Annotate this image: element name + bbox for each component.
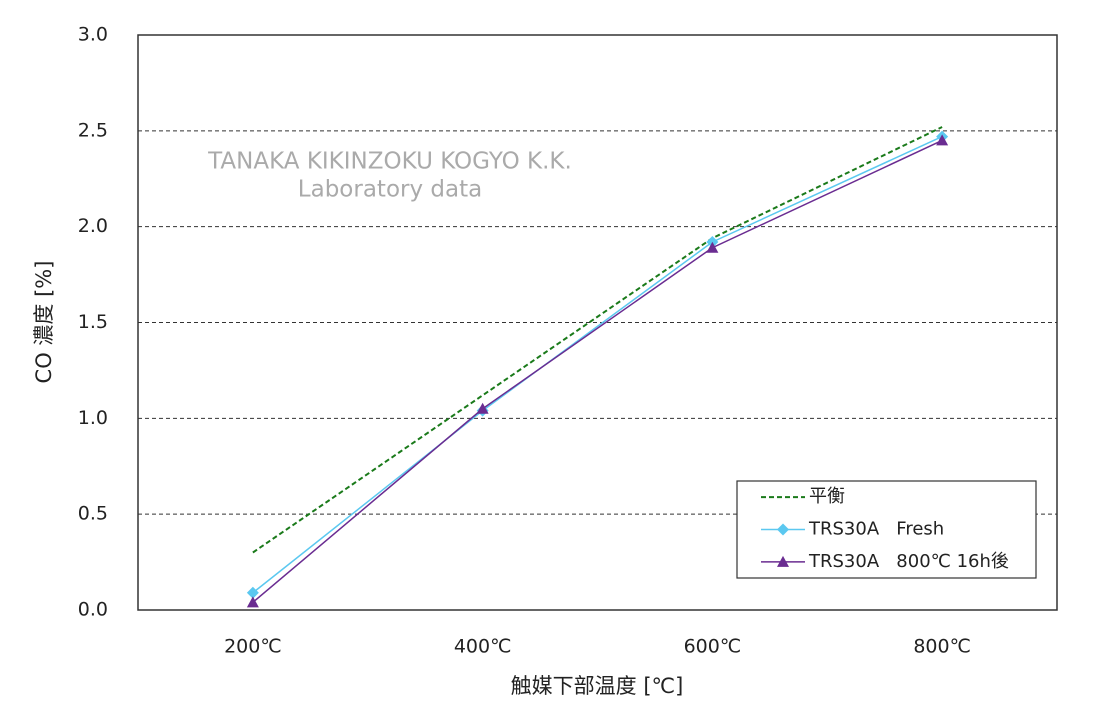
marker xyxy=(936,134,949,146)
y-tick-label: 1.0 xyxy=(78,407,108,429)
marker xyxy=(246,586,259,599)
legend-label: TRS30A Fresh xyxy=(808,519,944,540)
y-tick-label: 2.0 xyxy=(78,215,108,237)
x-axis-label: 触媒下部温度 [℃] xyxy=(511,674,684,698)
legend-label: TRS30A 800℃ 16h後 xyxy=(808,551,1009,572)
marker xyxy=(706,241,719,253)
marker xyxy=(246,596,259,608)
x-tick-label: 600℃ xyxy=(684,636,742,658)
watermark: TANAKA KIKINZOKU KOGYO K.K. xyxy=(207,149,572,175)
x-tick-label: 800℃ xyxy=(913,636,971,658)
legend-marker xyxy=(777,523,789,536)
plot-frame xyxy=(137,34,1058,611)
legend-marker xyxy=(777,555,789,567)
marker xyxy=(476,402,489,414)
x-tick-label: 200℃ xyxy=(224,636,282,658)
x-tick-label: 400℃ xyxy=(454,636,512,658)
legend-label: 平衡 xyxy=(809,486,845,507)
y-tick-label: 1.5 xyxy=(78,311,108,333)
series-line xyxy=(252,135,943,594)
series-line xyxy=(252,126,943,554)
series-line xyxy=(252,139,943,603)
y-tick-label: 3.0 xyxy=(78,24,108,46)
y-tick-label: 0.0 xyxy=(78,599,108,621)
y-tick-label: 0.5 xyxy=(78,503,108,525)
watermark: Laboratory data xyxy=(298,177,482,203)
y-tick-label: 2.5 xyxy=(78,119,108,141)
y-axis-label: CO 濃度 [%] xyxy=(32,261,56,384)
